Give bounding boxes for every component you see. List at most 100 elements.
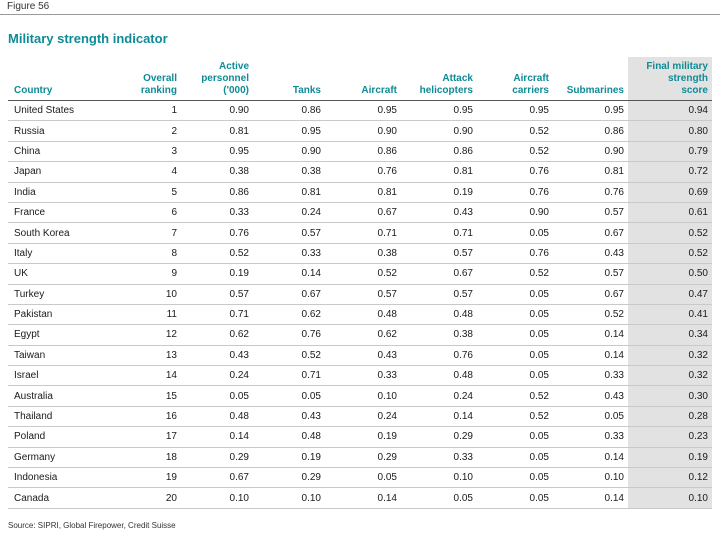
top-rule — [0, 0, 720, 15]
value-cell: 0.19 — [181, 263, 253, 285]
value-cell: 0.71 — [181, 304, 253, 326]
value-cell: 0.81 — [181, 120, 253, 142]
value-cell: 0.05 — [477, 365, 553, 387]
value-cell: 0.19 — [325, 426, 401, 448]
value-cell: 0.95 — [181, 141, 253, 163]
value-cell: 16 — [111, 406, 181, 428]
value-cell: 15 — [111, 385, 181, 407]
table-row: Egypt 12 0.62 0.76 0.62 0.38 0.05 0.14 0.34 — [8, 324, 712, 346]
value-cell: 0.05 — [401, 487, 477, 509]
value-cell: 0.62 — [253, 304, 325, 326]
value-cell: 0.57 — [553, 202, 628, 224]
column-header: Active personnel ('000) — [181, 57, 253, 101]
value-cell: 0.52 — [477, 120, 553, 142]
value-cell: 0.05 — [477, 426, 553, 448]
table-row: China 3 0.95 0.90 0.86 0.86 0.52 0.90 0.79 — [8, 141, 712, 163]
value-cell: 1 — [111, 100, 181, 122]
table-row: Italy 8 0.52 0.33 0.38 0.57 0.76 0.43 0.52 — [8, 243, 712, 265]
column-header: Aircraft — [325, 57, 401, 101]
value-cell: 5 — [111, 182, 181, 203]
value-cell: 0.48 — [181, 406, 253, 428]
value-cell: 0.38 — [253, 161, 325, 183]
value-cell: 0.38 — [181, 161, 253, 183]
value-cell: 0.19 — [253, 447, 325, 469]
value-cell: 0.05 — [477, 467, 553, 489]
value-cell: 0.57 — [401, 243, 477, 265]
table-row: France 6 0.33 0.24 0.67 0.43 0.90 0.57 0.61 — [8, 202, 712, 224]
value-cell: 0.28 — [628, 406, 712, 428]
value-cell: 0.61 — [628, 202, 712, 224]
value-cell: 0.76 — [401, 345, 477, 367]
value-cell: 11 — [111, 304, 181, 326]
value-cell: 0.38 — [325, 243, 401, 265]
value-cell: 0.43 — [325, 345, 401, 367]
value-cell: 0.80 — [628, 120, 712, 142]
value-cell: 0.52 — [181, 243, 253, 265]
value-cell: 0.76 — [325, 161, 401, 183]
country-cell: France — [8, 202, 111, 224]
value-cell: 0.52 — [553, 304, 628, 326]
value-cell: 0.14 — [401, 406, 477, 428]
country-cell: Taiwan — [8, 345, 111, 367]
value-cell: 0.86 — [181, 182, 253, 203]
value-cell: 14 — [111, 365, 181, 387]
value-cell: 0.90 — [401, 120, 477, 142]
table-row: United States 1 0.90 0.86 0.95 0.95 0.95 0.95 0.… — [8, 100, 712, 122]
value-cell: 20 — [111, 487, 181, 509]
value-cell: 3 — [111, 141, 181, 163]
value-cell: 7 — [111, 222, 181, 244]
value-cell: 0.57 — [325, 284, 401, 305]
table-row: Germany 18 0.29 0.19 0.29 0.33 0.05 0.14 0.19 — [8, 447, 712, 469]
value-cell: 0.81 — [553, 161, 628, 183]
value-cell: 0.33 — [325, 365, 401, 387]
country-cell: Germany — [8, 447, 111, 469]
source-note: Source: SIPRI, Global Firepower, Credit … — [8, 521, 176, 530]
column-header: Submarines — [553, 57, 628, 101]
value-cell: 0.76 — [553, 182, 628, 203]
value-cell: 0.33 — [553, 365, 628, 387]
value-cell: 0.62 — [181, 324, 253, 346]
value-cell: 0.29 — [181, 447, 253, 469]
value-cell: 0.76 — [477, 243, 553, 265]
country-cell: Thailand — [8, 406, 111, 428]
value-cell: 0.10 — [253, 487, 325, 509]
value-cell: 0.05 — [253, 385, 325, 407]
country-cell: Italy — [8, 243, 111, 265]
value-cell: 13 — [111, 345, 181, 367]
value-cell: 0.72 — [628, 161, 712, 183]
value-cell: 0.81 — [253, 182, 325, 203]
value-cell: 0.76 — [477, 161, 553, 183]
value-cell: 8 — [111, 243, 181, 265]
country-cell: Turkey — [8, 284, 111, 305]
military-strength-table: Country Overall ranking Active personnel ('00… — [8, 57, 712, 509]
country-cell: Egypt — [8, 324, 111, 346]
table-row: UK 9 0.19 0.14 0.52 0.67 0.52 0.57 0.50 — [8, 263, 712, 285]
country-cell: China — [8, 141, 111, 163]
value-cell: 0.76 — [181, 222, 253, 244]
value-cell: 0.95 — [253, 120, 325, 142]
value-cell: 0.50 — [628, 263, 712, 285]
value-cell: 0.57 — [181, 284, 253, 305]
value-cell: 10 — [111, 284, 181, 305]
value-cell: 0.05 — [477, 284, 553, 305]
table-row: India 5 0.86 0.81 0.81 0.19 0.76 0.76 0.69 — [8, 182, 712, 203]
value-cell: 0.33 — [181, 202, 253, 224]
column-header: Attack helicopters — [401, 57, 477, 101]
value-cell: 0.52 — [477, 406, 553, 428]
column-header: Aircraft carriers — [477, 57, 553, 101]
country-cell: Canada — [8, 487, 111, 509]
value-cell: 0.10 — [553, 467, 628, 489]
value-cell: 0.41 — [628, 304, 712, 326]
value-cell: 0.29 — [253, 467, 325, 489]
table-row: Canada 20 0.10 0.10 0.14 0.05 0.05 0.14 0.10 — [8, 487, 712, 509]
value-cell: 0.10 — [181, 487, 253, 509]
country-cell: Poland — [8, 426, 111, 448]
value-cell: 0.14 — [553, 487, 628, 509]
table-row: Israel 14 0.24 0.71 0.33 0.48 0.05 0.33 0.32 — [8, 365, 712, 387]
value-cell: 0.33 — [401, 447, 477, 469]
value-cell: 0.43 — [553, 385, 628, 407]
value-cell: 0.52 — [325, 263, 401, 285]
table-row: Turkey 10 0.57 0.67 0.57 0.57 0.05 0.67 0.47 — [8, 284, 712, 305]
value-cell: 0.95 — [401, 100, 477, 122]
country-cell: Russia — [8, 120, 111, 142]
